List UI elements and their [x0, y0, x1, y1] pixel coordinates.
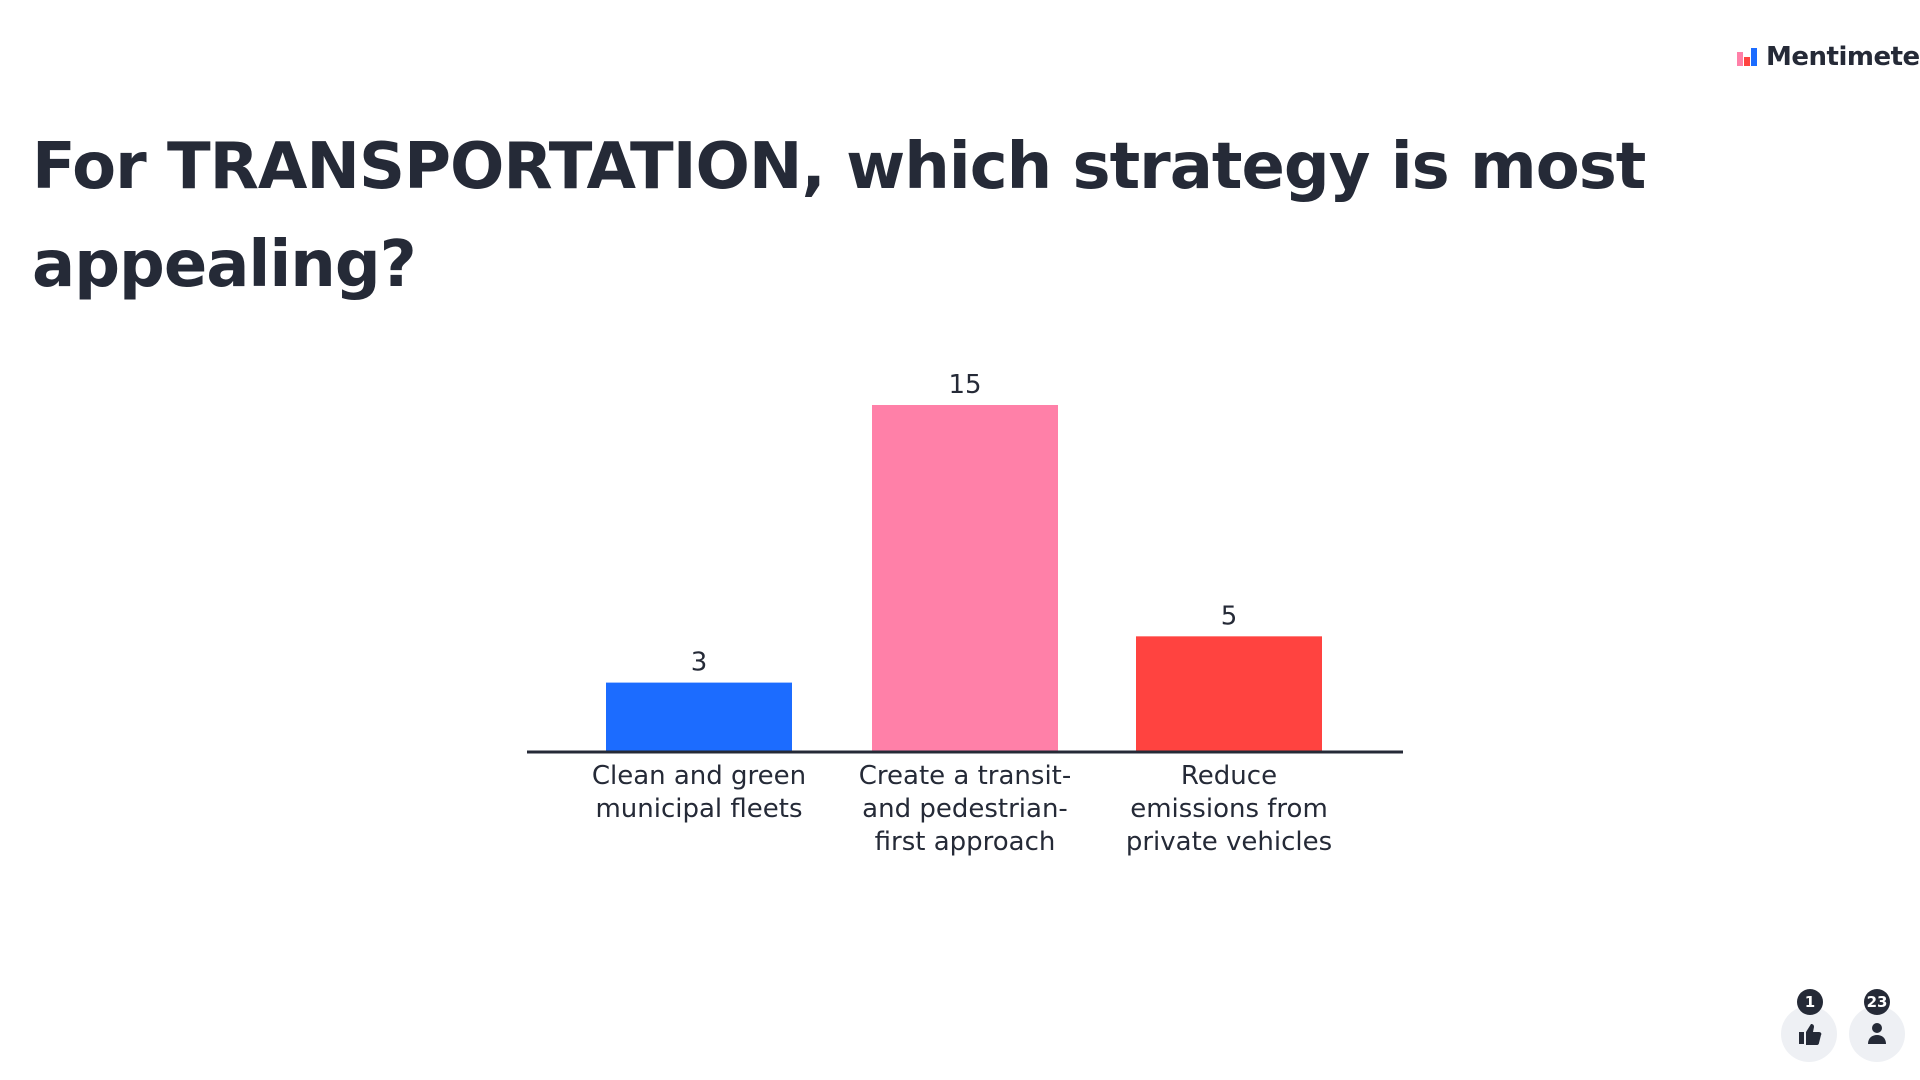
reactions-count: 1 [1797, 989, 1823, 1015]
brand-logo [1737, 48, 1757, 66]
value-label: 3 [691, 648, 708, 678]
brand-name: Mentimeter [1766, 42, 1920, 72]
x-tick-label: Clean and green municipal fleets [591, 761, 807, 824]
x-tick-label: Reduce emissions from private vehicles [1125, 761, 1333, 857]
participants-button[interactable] [1849, 1006, 1905, 1062]
participants-count: 23 [1864, 989, 1890, 1015]
reactions-button[interactable] [1781, 1006, 1837, 1062]
value-label: 15 [948, 370, 981, 400]
person-icon [1868, 1023, 1886, 1044]
bar [872, 405, 1058, 751]
thumb-icon [1799, 1024, 1822, 1045]
x-tick-label: Create a transit- and pedestrian-first a… [858, 761, 1072, 857]
bar [1136, 636, 1322, 751]
chart-title: For TRANSPORTATION, which strategy is mo… [32, 130, 1646, 302]
value-label: 5 [1221, 601, 1238, 631]
bar [606, 682, 792, 751]
